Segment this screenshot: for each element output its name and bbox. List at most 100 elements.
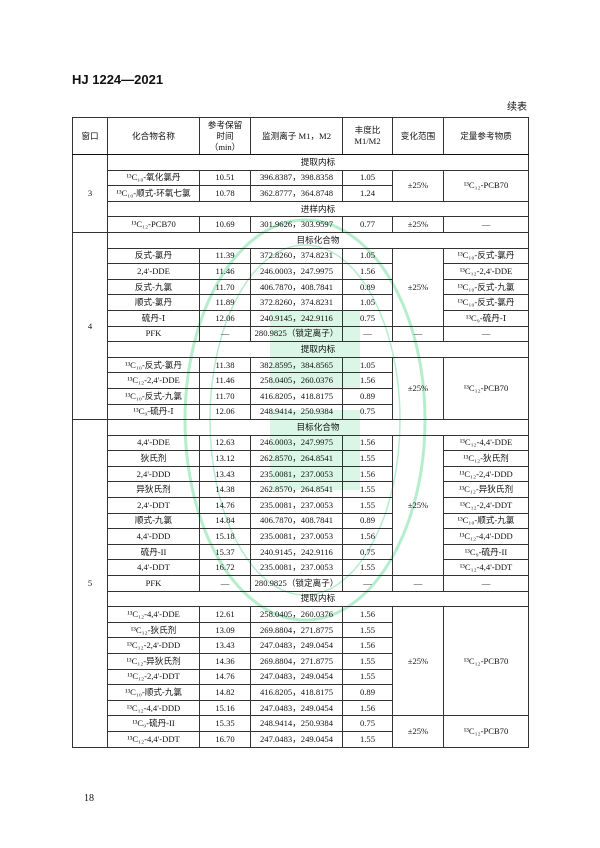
table-row: ¹³C₁₀-反式-九氯 11.70 416.8205，418.8175 0.89 — [73, 387, 529, 405]
compound-name: 2,4'-DDE — [107, 263, 200, 280]
compound-name: ¹³C₁₀-氧化氯丹 — [107, 169, 200, 187]
compound-name: 硫丹-II — [107, 543, 200, 561]
retention-time: 13.43 — [199, 465, 251, 483]
compound-name: ¹³C₁₀-反式-氯丹 — [107, 356, 200, 374]
compound-name: ¹³C₁₂-狄氏剂 — [107, 621, 200, 639]
reference-substance: ¹³C₁₂-PCB70 — [443, 356, 529, 421]
abundance-ratio: 1.24 — [342, 185, 393, 202]
compound-name: 4,4'-DDD — [107, 528, 200, 545]
reference-substance: ¹³C₉-硫丹-II — [443, 543, 529, 561]
abundance-ratio: 1.55 — [342, 730, 393, 748]
monitor-ions: 396.8387，398.8358 — [250, 169, 343, 187]
compound-name: ¹³C₁₂-2,4'-DDD — [107, 637, 200, 654]
monitor-ions: 235.0081，237.0053 — [250, 528, 343, 545]
reference-substance: ¹³C₁₀-顺式-九氯 — [443, 512, 529, 530]
group-header-row: 进样内标 — [73, 200, 529, 218]
abundance-ratio: 0.75 — [342, 309, 393, 327]
table-row: 2,4'-DDE 11.46 246.0003，247.9975 1.56 ¹³C₁₂-… — [73, 263, 529, 280]
group-header-row: 3 提取内标 — [72, 154, 529, 233]
abundance-ratio: 1.55 — [342, 481, 393, 499]
compound-name: 4,4'-DDE — [107, 434, 200, 452]
compound-name: PFK — [107, 575, 200, 592]
abundance-ratio: 1.56 — [342, 263, 393, 280]
variation-range: — — [392, 575, 444, 592]
table-row: 4,4'-DDE 12.63 246.0003，247.9975 1.56 ±25% ¹³… — [73, 434, 529, 577]
retention-time: 10.78 — [199, 185, 251, 202]
table-row: 顺式-氯丹 11.89 372.8260，374.8231 1.05 ¹³C₁₀-反式-… — [73, 294, 529, 311]
retention-time: 13.43 — [199, 637, 251, 654]
retention-time: 15.37 — [199, 543, 251, 561]
abundance-ratio: 1.55 — [342, 497, 393, 514]
abundance-ratio: — — [342, 325, 393, 343]
table-row: 硫丹-II 15.37 240.9145，242.9116 0.75 ¹³C₉-硫丹-I… — [73, 543, 529, 561]
table-row: 2,4'-DDD 13.43 235.0081，237.0053 1.56 ¹³C₁₂-… — [73, 465, 529, 483]
retention-time: 11.70 — [199, 278, 251, 296]
monitor-ions: 247.0483，249.0454 — [250, 699, 343, 717]
reference-substance: — — [443, 325, 529, 343]
monitor-ions: 240.9145，242.9116 — [250, 309, 343, 327]
retention-time: 14.82 — [199, 684, 251, 701]
monitor-ions: 269.8804，271.8775 — [250, 621, 343, 639]
reference-substance: ¹³C₁₂-PCB70 — [443, 606, 529, 717]
abundance-ratio: 1.56 — [342, 699, 393, 717]
window-cell: 4 — [72, 231, 108, 421]
abundance-ratio: 1.55 — [342, 621, 393, 639]
reference-substance: ¹³C₁₂-2,4'-DDD — [443, 465, 529, 483]
abundance-ratio: 1.56 — [342, 606, 393, 623]
reference-substance: ¹³C₁₂-PCB70 — [443, 169, 529, 202]
retention-time: 13.12 — [199, 450, 251, 467]
abundance-ratio: 1.55 — [342, 653, 393, 670]
retention-time: 14.38 — [199, 481, 251, 499]
table-row: 反式-氯丹 11.39 372.8260，374.8231 1.05 ±25% ¹³C₁₀… — [73, 247, 529, 327]
compound-name: 2,4'-DDD — [107, 465, 200, 483]
abundance-ratio: 1.56 — [342, 434, 393, 452]
table-header-row: 窗口 化合物名称 参考保留 时间 （min） 监测离子 M1，M2 丰度比 M1… — [72, 117, 529, 155]
abundance-ratio: 0.75 — [342, 543, 393, 561]
abundance-ratio: 1.55 — [342, 559, 393, 577]
retention-time: 15.35 — [199, 715, 251, 732]
abundance-ratio: 0.89 — [342, 278, 393, 296]
compound-name: ¹³C₁₂-2,4'-DDE — [107, 372, 200, 389]
variation-range: ±25% — [392, 434, 444, 577]
table-row: 4,4'-DDT 16.72 235.0081，237.0053 1.55 ¹³C₁₂-… — [73, 559, 529, 577]
retention-time: — — [199, 575, 251, 592]
table-row: 反式-九氯 11.70 406.7870，408.7841 0.89 ¹³C₁₀-反式-… — [73, 278, 529, 296]
abundance-ratio: 0.89 — [342, 512, 393, 530]
col-header-ratio: 丰度比 M1/M2 — [342, 117, 393, 155]
monitor-ions: 247.0483，249.0454 — [250, 637, 343, 654]
table-row: ¹³C₁₂-4,4'-DDE 12.61 258.0405，260.0376 1.56… — [73, 606, 529, 717]
col-header-range: 变化范围 — [392, 117, 444, 155]
variation-range: ±25% — [392, 169, 444, 202]
monitor-ions: 280.9825（锁定离子） — [250, 575, 343, 592]
compound-table: 窗口 化合物名称 参考保留 时间 （min） 监测离子 M1，M2 丰度比 M1… — [72, 117, 529, 748]
monitor-ions: 240.9145，242.9116 — [250, 543, 343, 561]
reference-substance: ¹³C₁₀-反式-九氯 — [443, 278, 529, 296]
reference-substance: ¹³C₁₂-4,4'-DDE — [443, 434, 529, 452]
table-row: 硫丹-Ⅰ 12.06 240.9145，242.9116 0.75 ¹³C₉-硫丹-Ⅰ — [73, 309, 529, 327]
monitor-ions: 258.0405，260.0376 — [250, 606, 343, 623]
compound-name: ¹³C₁₂-2,4'-DDT — [107, 668, 200, 686]
monitor-ions: 246.0003，247.9975 — [250, 434, 343, 452]
variation-range: ±25% — [392, 606, 444, 717]
table-row: ¹³C₁₂-PCB70 10.69 301.9626，303.9597 0.77 ±25… — [73, 216, 529, 233]
monitor-ions: 235.0081，237.0053 — [250, 497, 343, 514]
monitor-ions: 247.0483，249.0454 — [250, 730, 343, 748]
monitor-ions: 362.8777，364.8748 — [250, 185, 343, 202]
reference-substance: — — [443, 216, 529, 233]
retention-time: 15.18 — [199, 528, 251, 545]
reference-substance: ¹³C₉-硫丹-Ⅰ — [443, 309, 529, 327]
variation-range: ±25% — [392, 715, 444, 748]
monitor-ions: 262.8570，264.8541 — [250, 450, 343, 467]
table-row: ¹³C₉-硫丹-II 15.35 248.9414，250.9384 0.75 ±25%… — [73, 715, 529, 748]
reference-substance: ¹³C₁₂-狄氏剂 — [443, 450, 529, 467]
table-row: 异狄氏剂 14.38 262.8570，264.8541 1.55 ¹³C₁₂-异狄氏剂 — [73, 481, 529, 499]
group-label: 目标化合物 — [107, 419, 529, 436]
compound-name: ¹³C₁₂-异狄氏剂 — [107, 653, 200, 670]
abundance-ratio: 1.56 — [342, 637, 393, 654]
col-header-ions: 监测离子 M1，M2 — [250, 117, 343, 155]
monitor-ions: 235.0081，237.0053 — [250, 465, 343, 483]
reference-substance: ¹³C₁₂-异狄氏剂 — [443, 481, 529, 499]
abundance-ratio: 0.77 — [342, 216, 393, 233]
monitor-ions: 248.9414，250.9384 — [250, 715, 343, 732]
table-row: ¹³C₁₂-异狄氏剂 14.36 269.8804，271.8775 1.55 — [73, 653, 529, 670]
